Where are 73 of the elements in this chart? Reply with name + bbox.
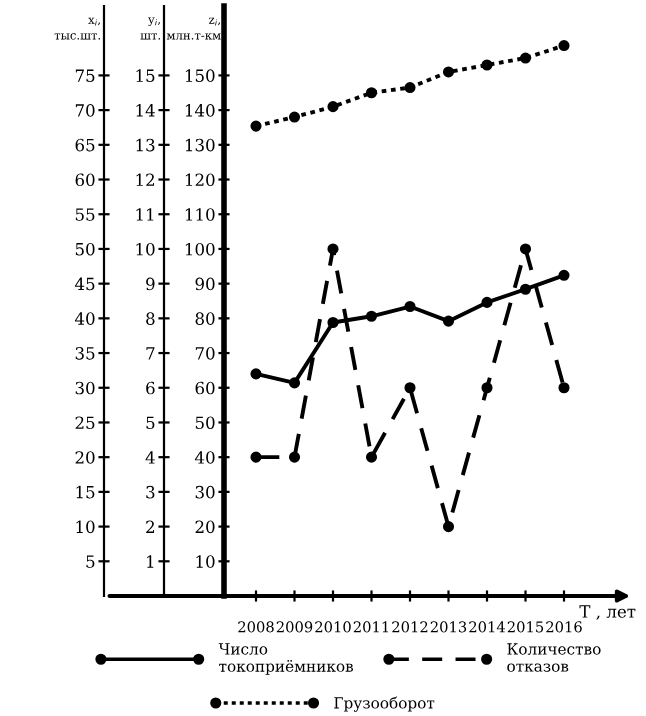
point <box>442 315 455 327</box>
y2-tick-label: 1 <box>147 555 154 568</box>
point <box>288 111 301 123</box>
y-tick-label: 30 <box>195 485 215 499</box>
point <box>519 52 532 64</box>
y3-tick-label: 45 <box>74 277 95 291</box>
point <box>558 382 570 394</box>
point <box>558 40 570 52</box>
y-tick-label: 110 <box>185 208 215 221</box>
y3-tick-label: 55 <box>75 208 95 221</box>
point <box>481 382 493 394</box>
y3-tick-label: 60 <box>75 173 95 187</box>
y-tick-label: 60 <box>195 381 215 395</box>
y3-tick-label: 5 <box>86 555 95 568</box>
y2-tick-label: 10 <box>136 242 155 256</box>
point <box>404 382 416 394</box>
y-tick-label: 70 <box>195 347 215 360</box>
x-axis-title: T , лет <box>579 605 636 620</box>
y3-tick-label: 15 <box>76 485 95 499</box>
y3-tick-label: 35 <box>75 347 95 360</box>
y-tick-label: 40 <box>194 451 215 464</box>
y3-tick-label: 25 <box>75 416 95 430</box>
point <box>519 283 532 295</box>
point <box>558 269 570 281</box>
y2-tick-label: 12 <box>136 173 155 186</box>
y2-tick-label: 3 <box>146 485 155 499</box>
point <box>442 66 455 78</box>
point <box>327 316 339 329</box>
y-tick-label: 90 <box>195 277 215 291</box>
y2-tick-label: 9 <box>146 277 155 291</box>
y2-tick-label: 8 <box>146 312 155 325</box>
y3-tick-label: 40 <box>74 312 95 325</box>
y3-tick-label: 30 <box>75 381 95 395</box>
point <box>442 521 455 533</box>
point <box>365 87 378 99</box>
y2-tick-label: 11 <box>136 208 154 221</box>
y2-tick-label: 5 <box>146 416 155 430</box>
y-tick-label: 150 <box>185 69 215 82</box>
y2-tick-label: 4 <box>145 451 155 464</box>
y-tick-label: 130 <box>185 138 215 152</box>
point <box>250 120 262 132</box>
y2-tick-label: 7 <box>146 347 155 360</box>
point <box>288 451 301 463</box>
point <box>365 451 378 463</box>
point <box>519 243 532 255</box>
point <box>327 101 339 113</box>
y-tick-label: 50 <box>195 416 215 430</box>
point <box>404 82 416 94</box>
y3-tick-label: 75 <box>75 69 95 82</box>
y3-tick-label: 10 <box>76 520 95 534</box>
y-tick-label: 10 <box>196 555 215 568</box>
y3-tick-label: 65 <box>75 138 95 152</box>
y-tick-label: 20 <box>195 520 215 534</box>
point <box>250 368 262 380</box>
y-tick-label: 80 <box>195 312 215 325</box>
y3-tick-label: 50 <box>75 242 95 256</box>
y2-tick-label: 15 <box>136 69 155 82</box>
y-tick-label: 140 <box>185 104 215 117</box>
point <box>365 310 378 322</box>
point <box>327 243 339 255</box>
y3-tick-label: 20 <box>75 451 95 464</box>
point <box>288 377 301 389</box>
y2-tick-label: 2 <box>146 520 155 533</box>
y-tick-label: 120 <box>185 173 215 187</box>
y2-tick-label: 6 <box>146 381 155 395</box>
y-tick-label: 100 <box>185 242 215 256</box>
y3-tick-label: 70 <box>75 104 95 117</box>
point <box>481 296 493 308</box>
point <box>404 301 416 313</box>
point <box>481 59 493 71</box>
point <box>250 451 262 463</box>
y2-tick-label: 14 <box>136 104 155 117</box>
y2-tick-label: 13 <box>136 138 155 152</box>
